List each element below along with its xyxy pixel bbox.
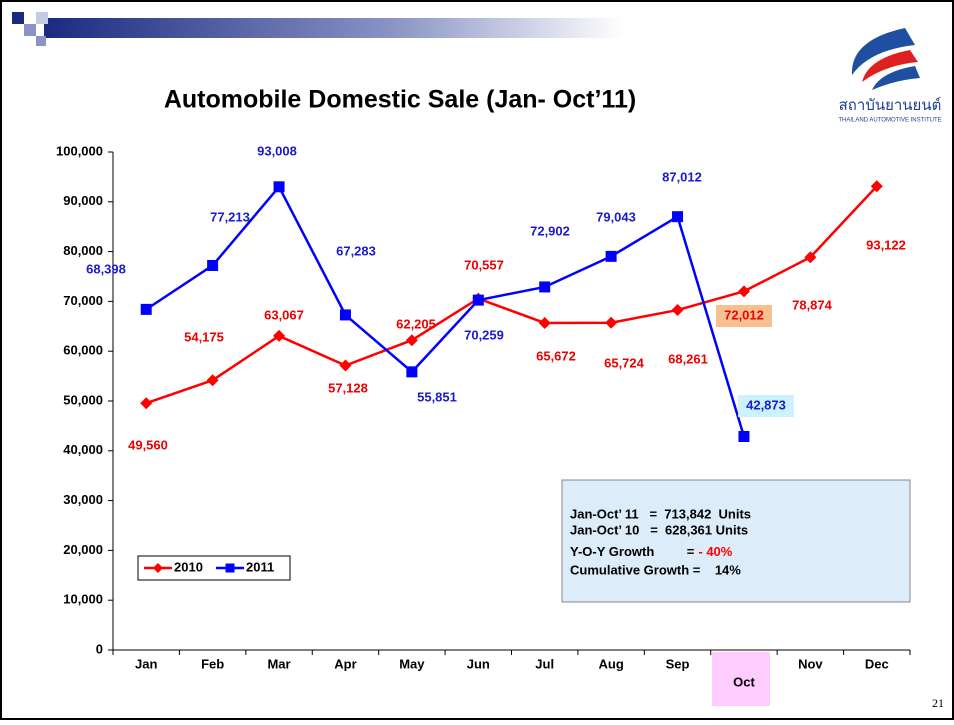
- highlight-box: [712, 652, 770, 706]
- y-tick-label: 0: [96, 641, 103, 656]
- page-number: 21: [932, 696, 944, 710]
- marker: [472, 294, 484, 306]
- data-label: 77,213: [210, 209, 250, 224]
- y-tick-label: 100,000: [56, 143, 103, 158]
- marker: [273, 181, 285, 193]
- legend-label: 2010: [174, 559, 203, 574]
- data-label: 55,851: [417, 389, 457, 404]
- info-line: Y-O-Y Growth = - 40%: [570, 544, 733, 559]
- data-label: 49,560: [128, 437, 168, 452]
- series-line: [145, 184, 746, 437]
- data-label: 42,873: [746, 397, 786, 412]
- data-label: 62,205: [396, 316, 436, 331]
- data-label: 63,067: [264, 307, 304, 322]
- data-label: 93,008: [257, 143, 297, 158]
- marker: [538, 316, 551, 329]
- info-line: Jan-Oct’ 10 = 628,361 Units: [570, 522, 748, 537]
- data-label: 79,043: [596, 209, 636, 224]
- logo-swoosh: [851, 28, 915, 75]
- data-label: 68,398: [86, 261, 126, 276]
- y-tick-label: 70,000: [63, 293, 103, 308]
- data-label: 68,261: [668, 351, 708, 366]
- logo-subtext: THAILAND AUTOMOTIVE INSTITUTE: [838, 118, 941, 124]
- marker: [206, 374, 219, 387]
- data-label: 65,672: [536, 348, 576, 363]
- y-tick-label: 30,000: [63, 492, 103, 507]
- marker: [539, 281, 551, 293]
- marker: [140, 303, 152, 315]
- y-tick-label: 50,000: [63, 392, 103, 407]
- legend-marker: [225, 563, 235, 573]
- x-tick-label: Mar: [267, 656, 290, 671]
- growth-value: - 40%: [698, 544, 732, 559]
- logo-swoosh: [862, 50, 918, 82]
- logo: สถาบันยานยนต์ THAILAND AUTOMOTIVE INSTIT…: [838, 28, 942, 124]
- marker: [405, 334, 418, 347]
- data-label: 54,175: [184, 329, 224, 344]
- marker: [339, 359, 352, 372]
- x-tick-label: Feb: [201, 656, 224, 671]
- x-tick-label: Nov: [798, 656, 823, 671]
- deco-square: [12, 12, 24, 24]
- y-tick-label: 20,000: [63, 542, 103, 557]
- legend-marker: [153, 563, 163, 573]
- y-tick-label: 90,000: [63, 193, 103, 208]
- series-line: [145, 185, 878, 405]
- info-box: [561, 479, 911, 603]
- data-label: 72,012: [724, 307, 764, 322]
- x-tick-label: Oct: [733, 674, 755, 689]
- x-tick-label: May: [399, 656, 425, 671]
- y-tick-label: 10,000: [63, 592, 103, 607]
- data-label: 67,283: [336, 243, 376, 258]
- header-bar: [44, 18, 624, 38]
- chart-title: Automobile Domestic Sale (Jan- Oct’11): [164, 86, 636, 114]
- info-line: Jan-Oct’ 11 = 713,842 Units: [570, 506, 751, 521]
- marker: [140, 397, 153, 410]
- y-tick-label: 40,000: [63, 442, 103, 457]
- marker: [671, 304, 684, 317]
- marker: [672, 211, 684, 223]
- deco-square: [36, 12, 48, 24]
- data-label: 78,874: [792, 297, 833, 312]
- marker: [804, 251, 817, 264]
- x-tick-label: Jun: [467, 656, 490, 671]
- data-label: 65,724: [604, 355, 645, 370]
- marker: [605, 250, 617, 262]
- x-tick-label: Dec: [865, 656, 889, 671]
- data-label: 87,012: [662, 169, 702, 184]
- label-box: [738, 395, 794, 417]
- marker: [406, 366, 418, 378]
- marker: [273, 329, 286, 342]
- y-tick-label: 80,000: [63, 243, 103, 258]
- x-tick-label: Apr: [334, 656, 356, 671]
- info-line: Cumulative Growth = 14%: [570, 562, 741, 577]
- data-label: 70,259: [464, 327, 504, 342]
- y-tick-label: 60,000: [63, 343, 103, 358]
- growth-label: Y-O-Y Growth =: [570, 544, 695, 559]
- deco-square: [36, 36, 46, 46]
- data-label: 70,557: [464, 257, 504, 272]
- x-tick-label: Aug: [598, 656, 623, 671]
- marker: [738, 430, 750, 442]
- x-tick-label: Sep: [666, 656, 690, 671]
- marker: [605, 316, 618, 329]
- logo-text: สถาบันยานยนต์: [839, 97, 942, 114]
- marker: [207, 259, 219, 271]
- x-tick-label: Jan: [135, 656, 157, 671]
- logo-swoosh: [872, 66, 920, 90]
- data-label: 72,902: [530, 223, 570, 238]
- deco-square: [24, 24, 36, 36]
- marker: [870, 180, 883, 193]
- data-label: 57,128: [328, 380, 368, 395]
- marker: [339, 309, 351, 321]
- label-box: [716, 305, 772, 327]
- x-tick-label: Jul: [535, 656, 554, 671]
- legend-label: 2011: [246, 559, 274, 574]
- data-label: 93,122: [866, 237, 906, 252]
- marker: [737, 285, 750, 298]
